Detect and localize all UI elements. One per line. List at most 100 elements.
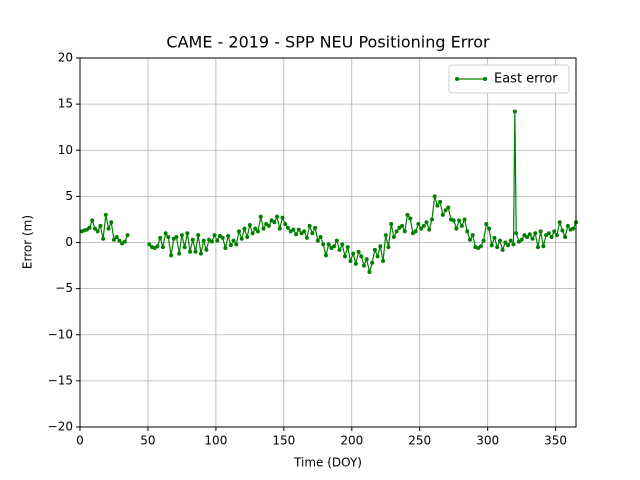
point <box>391 234 396 239</box>
point <box>332 244 337 249</box>
point <box>179 233 184 238</box>
point <box>416 222 421 227</box>
point <box>272 220 277 225</box>
point <box>117 238 122 243</box>
point <box>334 238 339 243</box>
point <box>95 229 100 234</box>
x-tick-label: 100 <box>204 434 227 448</box>
point <box>247 222 252 227</box>
point <box>198 251 203 256</box>
point <box>307 223 312 228</box>
point <box>296 227 301 232</box>
point <box>402 229 407 234</box>
point <box>535 245 540 250</box>
point <box>193 249 198 254</box>
point <box>525 234 530 239</box>
point <box>440 212 445 217</box>
y-tick-label: 5 <box>65 189 73 203</box>
point <box>378 244 383 249</box>
legend-label: East error <box>494 72 558 87</box>
point <box>457 218 462 223</box>
point <box>533 231 538 236</box>
point <box>291 227 296 232</box>
y-axis-label: Error (m) <box>21 215 35 269</box>
point <box>220 235 225 240</box>
x-tick-label: 300 <box>476 434 499 448</box>
point <box>114 234 119 239</box>
point <box>459 223 464 228</box>
point <box>226 234 231 239</box>
point <box>302 229 307 234</box>
point <box>519 237 524 242</box>
point <box>345 245 350 250</box>
point <box>506 243 511 248</box>
point <box>421 223 426 228</box>
point <box>435 203 440 208</box>
point <box>245 234 250 239</box>
point <box>326 242 331 247</box>
point <box>231 238 236 243</box>
point <box>571 226 576 231</box>
point <box>419 226 424 231</box>
point <box>125 233 130 238</box>
point <box>190 237 195 242</box>
point <box>565 223 570 228</box>
point <box>500 247 505 252</box>
point <box>313 225 318 230</box>
point <box>538 229 543 234</box>
point <box>362 263 367 268</box>
point <box>554 233 559 238</box>
legend-box <box>448 64 570 94</box>
point <box>242 226 247 231</box>
point <box>277 226 282 231</box>
point <box>367 270 372 275</box>
point <box>446 205 451 210</box>
point <box>527 232 532 237</box>
point <box>552 229 557 234</box>
point <box>340 242 345 247</box>
point <box>87 225 92 230</box>
point <box>163 231 168 236</box>
point <box>160 245 165 250</box>
point <box>90 218 95 223</box>
point <box>239 236 244 241</box>
point <box>389 222 394 227</box>
point <box>405 212 410 217</box>
point <box>275 214 280 219</box>
point <box>147 242 152 247</box>
point <box>549 234 554 239</box>
point <box>174 234 179 239</box>
point <box>427 227 432 232</box>
point <box>375 254 380 259</box>
chart-title: CAME - 2019 - SPP NEU Positioning Error <box>166 33 490 52</box>
point <box>182 245 187 250</box>
point <box>451 218 456 223</box>
point <box>512 109 517 114</box>
point <box>454 226 459 231</box>
point <box>394 229 399 234</box>
point <box>478 244 483 249</box>
point <box>508 238 513 243</box>
point <box>370 260 375 265</box>
point <box>177 251 182 256</box>
x-tick-label: 50 <box>140 434 155 448</box>
point <box>285 225 290 230</box>
point <box>443 208 448 213</box>
point <box>321 242 326 247</box>
point <box>492 235 497 240</box>
point <box>470 233 475 238</box>
x-tick-label: 350 <box>544 434 567 448</box>
point <box>155 244 160 249</box>
legend-marker <box>455 77 459 81</box>
point <box>489 243 494 248</box>
point <box>386 245 391 250</box>
point <box>209 239 214 244</box>
point <box>353 261 358 266</box>
point <box>196 233 201 238</box>
point <box>315 238 320 243</box>
point <box>215 238 220 243</box>
point <box>234 242 239 247</box>
point <box>101 236 106 241</box>
point <box>342 254 347 259</box>
point <box>258 214 263 219</box>
